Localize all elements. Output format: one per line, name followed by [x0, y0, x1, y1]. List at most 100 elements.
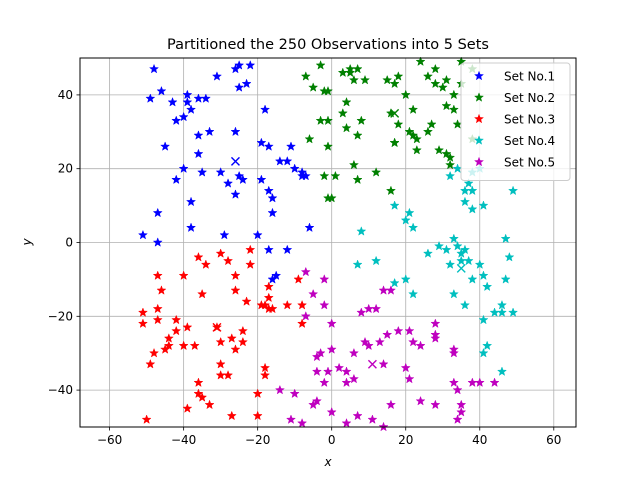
data-point [478, 347, 489, 358]
data-point [282, 156, 293, 166]
data-point [371, 303, 382, 314]
data-point [385, 285, 396, 295]
data-point [415, 395, 426, 406]
data-point [448, 233, 459, 244]
data-point [500, 274, 511, 284]
data-point [467, 185, 478, 196]
data-point [422, 126, 433, 137]
x-tick-label: −40 [171, 433, 196, 447]
data-point [385, 399, 396, 410]
data-point [482, 281, 493, 292]
legend-label: Set No.4 [504, 134, 555, 148]
x-tick-label: −20 [245, 433, 270, 447]
data-point [197, 167, 208, 177]
data-point [445, 170, 456, 181]
data-point [367, 414, 378, 424]
data-point [185, 222, 197, 233]
data-point [341, 96, 352, 107]
series-1 [137, 60, 315, 284]
data-point [193, 130, 204, 140]
data-point [215, 358, 226, 369]
legend-marker [473, 70, 485, 81]
data-point [374, 336, 385, 347]
data-point [300, 310, 311, 321]
data-point [241, 296, 252, 306]
data-point [422, 71, 433, 81]
data-point [459, 185, 471, 196]
legend-marker [473, 156, 485, 167]
data-point [182, 89, 193, 100]
data-point [474, 259, 485, 269]
data-point [315, 347, 326, 358]
data-point [337, 67, 348, 78]
data-point [311, 395, 322, 406]
centroid-marker [367, 359, 377, 369]
data-point [215, 336, 226, 347]
data-point [182, 403, 193, 413]
data-point [152, 303, 163, 314]
data-point [422, 248, 433, 258]
data-point [322, 115, 334, 126]
data-point [260, 299, 271, 310]
data-point [141, 414, 152, 424]
data-point [415, 56, 426, 66]
data-point [267, 207, 278, 218]
data-point [426, 119, 437, 129]
data-point [204, 399, 215, 410]
data-point [448, 347, 459, 358]
data-point [441, 148, 452, 159]
data-point [152, 207, 163, 218]
data-point [448, 89, 459, 100]
data-point [459, 244, 471, 255]
data-point [437, 82, 448, 92]
data-point [504, 251, 515, 262]
data-point [341, 122, 352, 133]
data-point [356, 307, 367, 317]
data-point [267, 192, 278, 203]
data-point [200, 259, 211, 269]
data-point [274, 156, 285, 166]
data-point [393, 71, 404, 81]
data-point [319, 299, 330, 310]
data-point [160, 344, 171, 354]
legend-label: Set No.3 [504, 113, 555, 127]
data-point [415, 340, 426, 351]
data-point [148, 347, 160, 358]
data-point [322, 85, 334, 96]
data-point [252, 229, 263, 240]
data-point [319, 274, 330, 284]
data-point [145, 358, 156, 369]
data-point [352, 259, 363, 269]
x-tick-label: 60 [546, 433, 561, 447]
data-point [478, 270, 489, 281]
data-point [430, 78, 441, 89]
centroid-marker [456, 263, 466, 273]
data-point [308, 288, 319, 299]
data-point [148, 63, 160, 74]
data-point [178, 270, 189, 281]
legend-label: Set No.5 [504, 156, 555, 170]
data-point [496, 307, 508, 317]
data-point [433, 144, 445, 155]
data-point [193, 251, 204, 262]
data-point [171, 174, 182, 185]
data-point [319, 170, 330, 181]
data-point [152, 314, 163, 325]
data-point [404, 325, 415, 336]
data-point [252, 388, 263, 399]
series-3 [137, 244, 308, 424]
data-point [234, 170, 245, 181]
y-tick-label: −40 [48, 383, 73, 397]
data-point [322, 366, 334, 376]
data-point [263, 244, 274, 255]
data-point [160, 141, 171, 151]
data-point [152, 237, 163, 247]
data-point [137, 318, 148, 328]
data-point [393, 119, 404, 129]
x-tick-label: 40 [472, 433, 487, 447]
data-point [389, 78, 400, 89]
data-point [241, 78, 252, 89]
data-point [467, 377, 478, 388]
data-point [348, 373, 359, 384]
data-point [156, 85, 167, 96]
